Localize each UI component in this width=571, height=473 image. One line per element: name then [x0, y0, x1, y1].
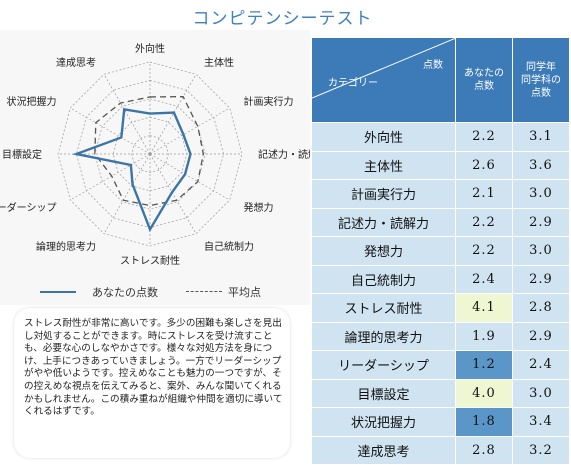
table-row: 自己統制力 2.4 2.9 — [311, 264, 570, 294]
row-category: 計画実行力 — [311, 179, 456, 209]
row-mine-score: 2.4 — [455, 264, 513, 294]
table-row: 目標設定 4.0 3.0 — [311, 378, 570, 408]
radar-grid-ring — [57, 61, 243, 247]
table-row: 記述力・読解力 2.2 2.9 — [311, 207, 570, 237]
row-category: ストレス耐性 — [311, 293, 456, 323]
radar-axis-label: 主体性 — [204, 56, 234, 69]
legend-avg-label: 平均点 — [228, 286, 261, 299]
radar-axis-label: 計画実行力 — [244, 95, 294, 108]
row-category: リーダーシップ — [311, 350, 456, 380]
radar-axis-label: 記述力・読解力 — [258, 148, 310, 161]
table-row: リーダーシップ 1.2 2.4 — [311, 350, 570, 380]
radar-spoke — [149, 74, 197, 155]
row-category: 発想力 — [311, 236, 456, 266]
row-category: 状況把握力 — [311, 407, 456, 437]
legend-avg-swatch — [186, 291, 222, 292]
header-avg-cell: 同学年 同学科の 点数 — [512, 37, 570, 123]
header-avg-line-1: 同学年 — [526, 61, 556, 73]
radar-spoke — [103, 153, 151, 234]
row-mine-score: 2.2 — [455, 122, 513, 152]
score-table-header: 点数 カテゴリー あなたの 点数 同学年 同学科の 点数 — [311, 37, 570, 123]
row-mine-score: 1.8 — [455, 407, 513, 437]
row-avg-score: 3.0 — [512, 179, 570, 209]
row-avg-score: 2.9 — [512, 321, 570, 351]
row-avg-score: 3.6 — [512, 150, 570, 180]
table-row: 外向性 2.2 3.1 — [311, 122, 570, 152]
row-avg-score: 2.8 — [512, 293, 570, 323]
table-row: 計画実行力 2.1 3.0 — [311, 179, 570, 209]
row-avg-score: 3.0 — [512, 378, 570, 408]
comment-text: ストレス耐性が非常に高いです。多少の困難も楽しさを見出し対処することができます。… — [24, 318, 283, 418]
score-table: 点数 カテゴリー あなたの 点数 同学年 同学科の 点数 外向性 2.2 3.1 主… — [311, 37, 570, 465]
radar-spoke — [70, 153, 151, 201]
header-score-label: 点数 — [423, 60, 443, 71]
table-row: ストレス耐性 4.1 2.8 — [311, 293, 570, 323]
row-avg-score: 2.4 — [512, 350, 570, 380]
radar-spoke — [149, 153, 197, 234]
header-mine-cell: あなたの 点数 — [455, 37, 513, 123]
radar-grid-ring — [131, 135, 169, 173]
radar-axis-label: ストレス耐性 — [120, 254, 180, 267]
row-mine-score: 1.9 — [455, 321, 513, 351]
table-row: 主体性 2.6 3.6 — [311, 150, 570, 180]
radar-spoke — [70, 107, 151, 155]
radar-axis-label: リーダーシップ — [0, 201, 56, 214]
radar-axis-label: 発想力 — [244, 201, 274, 214]
row-category: 記述力・読解力 — [311, 207, 456, 237]
page-title: コンピテンシーテスト — [192, 9, 373, 29]
row-avg-score: 3.1 — [512, 122, 570, 152]
table-row: 状況把握力 1.8 3.4 — [311, 407, 570, 437]
header-mine-line-2: 点数 — [474, 81, 494, 92]
comment-box — [14, 308, 290, 458]
radar-axis-label: 目標設定 — [2, 148, 42, 161]
row-mine-score: 2.2 — [455, 207, 513, 237]
row-mine-score: 1.2 — [455, 350, 513, 380]
table-row: 発想力 2.2 3.0 — [311, 236, 570, 266]
header-category-label: カテゴリー — [328, 78, 378, 89]
row-category: 目標設定 — [311, 378, 456, 408]
radar-axis-label: 達成思考 — [56, 57, 96, 69]
legend-mine-swatch — [40, 291, 76, 293]
row-avg-score: 2.9 — [512, 264, 570, 294]
header-mine-line-1: あなたの — [464, 68, 504, 79]
row-mine-score: 4.1 — [455, 293, 513, 323]
row-avg-score: 3.2 — [512, 435, 570, 465]
radar-series-mine — [72, 107, 192, 233]
radar-axis-label: 論理的思考力 — [36, 240, 96, 253]
row-category: 主体性 — [311, 150, 456, 180]
row-avg-score: 2.9 — [512, 207, 570, 237]
radar-grid-ring — [94, 98, 206, 210]
radar-spoke — [149, 107, 230, 155]
row-category: 自己統制力 — [311, 264, 456, 294]
row-avg-score: 3.4 — [512, 407, 570, 437]
radar-axis-label: 自己統制力 — [204, 240, 254, 253]
row-mine-score: 2.1 — [455, 179, 513, 209]
legend-mine-label: あなたの点数 — [92, 286, 158, 299]
radar-spoke — [149, 153, 230, 201]
table-row: 論理的思考力 1.9 2.9 — [311, 321, 570, 351]
header-avg-line-2: 同学科の — [521, 74, 561, 86]
row-category: 外向性 — [311, 122, 456, 152]
radar-series-avg — [94, 95, 205, 207]
radar-spoke — [103, 74, 151, 155]
row-category: 達成思考 — [311, 435, 456, 465]
header-diagonal-line — [312, 38, 456, 99]
table-row: 達成思考 2.8 3.2 — [311, 435, 570, 465]
header-category-cell: 点数 カテゴリー — [311, 37, 456, 123]
chart-legend: あなたの点数 平均点 — [40, 284, 310, 300]
row-avg-score: 3.0 — [512, 236, 570, 266]
header-avg-line-3: 点数 — [531, 87, 551, 99]
radar-axis-label: 状況把握力 — [6, 95, 56, 108]
row-mine-score: 2.6 — [455, 150, 513, 180]
row-mine-score: 4.0 — [455, 378, 513, 408]
row-category: 論理的思考力 — [311, 321, 456, 351]
radar-axis-label: 外向性 — [135, 42, 165, 55]
row-mine-score: 2.8 — [455, 435, 513, 465]
row-mine-score: 2.2 — [455, 236, 513, 266]
